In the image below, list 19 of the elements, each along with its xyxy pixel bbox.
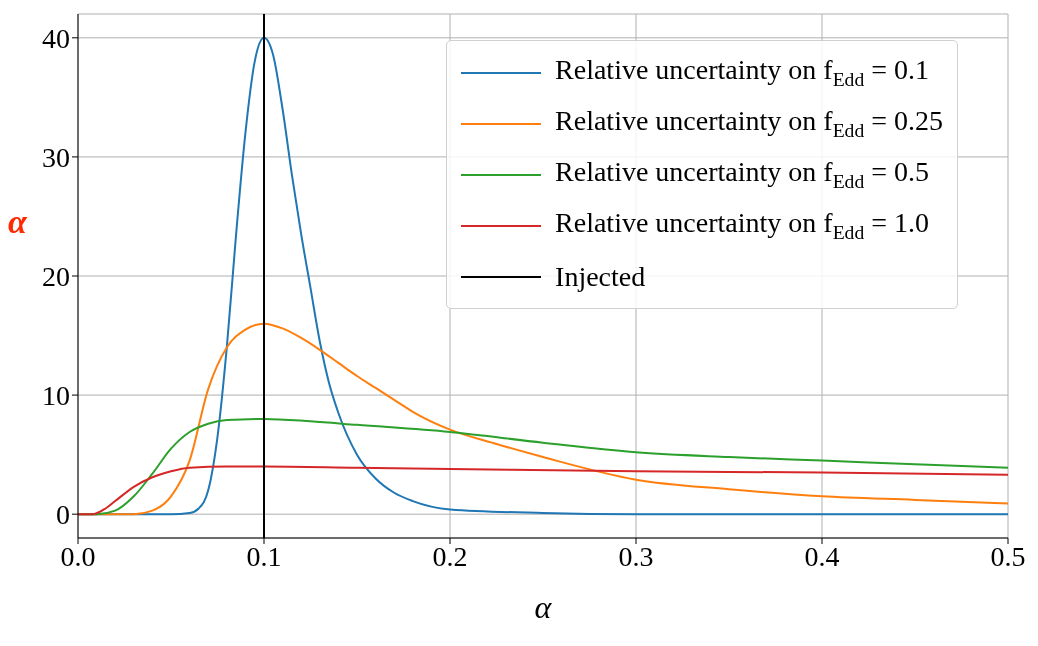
legend-label: Relative uncertainty on f$_{Edd}$ = 0.5: [555, 156, 929, 192]
y-tick-label: 40: [42, 22, 70, 54]
legend-label: Injected: [555, 260, 646, 292]
line-series: [78, 465, 1008, 516]
legend-label: Relative uncertainty on f$_{Edd}$ = 1.0: [555, 207, 929, 243]
x-tick-label: 0.0: [60, 540, 96, 572]
y-axis-title: α: [8, 203, 27, 241]
x-tick-label: 0.1: [246, 540, 282, 572]
x-tick-label: 0.5: [990, 540, 1026, 572]
x-tick-label: 0.4: [804, 540, 840, 572]
y-tick-label: 10: [42, 380, 70, 412]
legend-label: Relative uncertainty on f$_{Edd}$ = 0.25: [555, 105, 943, 141]
y-tick-label: 30: [42, 141, 70, 173]
y-tick-label: 0: [56, 499, 70, 531]
x-axis-title: α: [534, 589, 553, 625]
x-tick-label: 0.2: [432, 540, 468, 572]
x-tick-label: 0.3: [618, 540, 654, 572]
legend-label: Relative uncertainty on f$_{Edd}$ = 0.1: [555, 54, 929, 90]
y-tick-label: 20: [42, 260, 70, 292]
